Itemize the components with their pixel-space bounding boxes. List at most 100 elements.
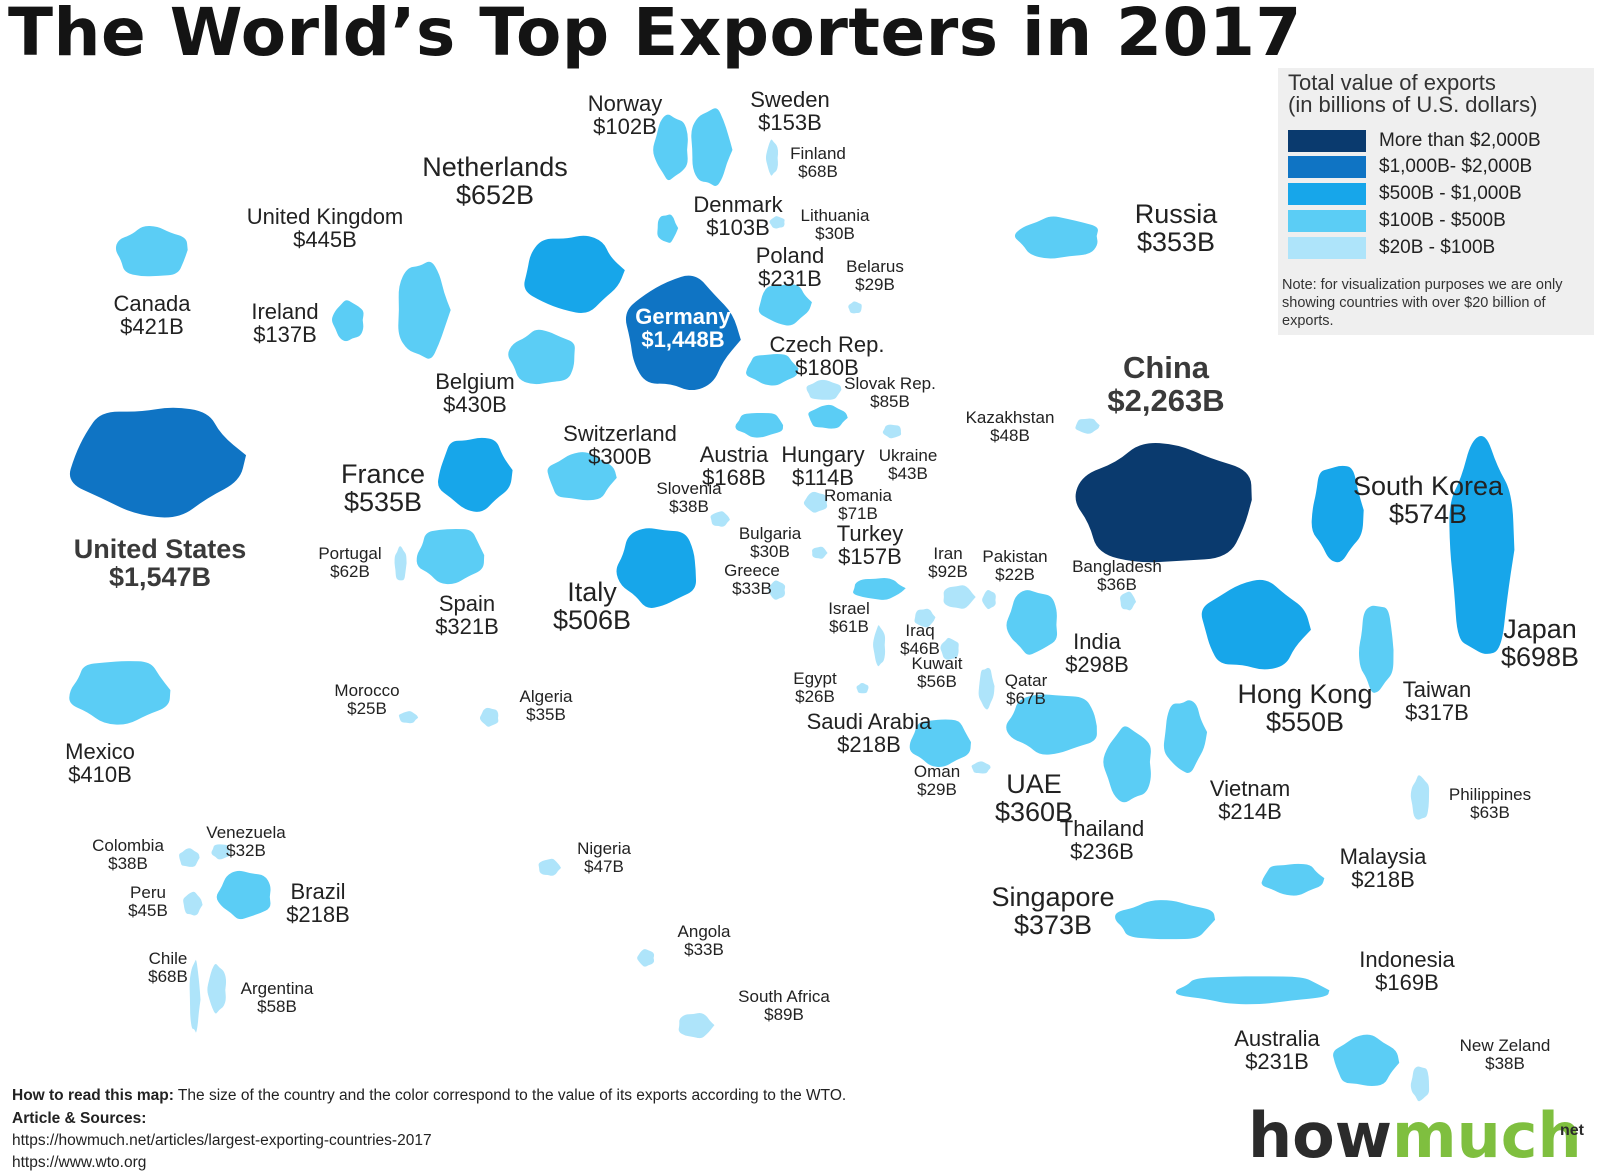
country-shape-china	[1074, 441, 1253, 564]
country-label-denmark: Denmark $103B	[693, 193, 782, 239]
source-link-article[interactable]: https://howmuch.net/articles/largest-exp…	[12, 1132, 432, 1149]
country-name: Chile	[148, 949, 188, 968]
country-shape-kazakhstan	[1074, 417, 1101, 435]
country-name: Germany	[635, 304, 731, 329]
country-label-japan: Japan $698B	[1501, 615, 1579, 672]
country-shape-nigeria	[537, 857, 563, 877]
country-name: Czech Rep.	[769, 332, 885, 357]
country-name: Vietnam	[1209, 776, 1291, 801]
country-shape-kuwait	[939, 636, 960, 661]
export-value: $67B	[1006, 688, 1046, 708]
legend-item-label: $20B - $100B	[1379, 237, 1496, 258]
source-link-wto[interactable]: https://www.wto.org	[12, 1154, 147, 1171]
country-label-switzerland: Switzerland $300B	[563, 422, 677, 468]
legend-item-label: $100B - $500B	[1379, 210, 1506, 231]
export-value: $33B	[684, 939, 724, 959]
country-label-nigeria: Nigeria $47B	[577, 840, 631, 876]
country-shape-iran	[942, 584, 978, 610]
export-value: $61B	[829, 616, 869, 636]
country-label-kazakhstan: Kazakhstan $48B	[966, 409, 1055, 445]
country-label-hong-kong: Hong Kong $550B	[1237, 680, 1372, 737]
country-name: Belgium	[435, 369, 515, 394]
country-shape-finland	[764, 138, 780, 177]
country-label-iran: Iran $92B	[928, 545, 968, 581]
country-name: UAE	[1006, 769, 1062, 799]
country-shape-argentina	[206, 963, 228, 1015]
export-value: $63B	[1470, 802, 1510, 822]
country-label-sweden: Sweden $153B	[750, 88, 830, 134]
country-name: India	[1073, 629, 1121, 654]
export-value: $168B	[702, 465, 766, 491]
export-value: $218B	[837, 732, 901, 758]
export-value: $321B	[435, 614, 499, 640]
export-value: $218B	[1351, 867, 1415, 893]
country-name: Ireland	[251, 299, 319, 324]
country-label-australia: Australia $231B	[1234, 1027, 1320, 1073]
country-shape-russia	[1013, 215, 1099, 260]
country-shape-japan	[1448, 435, 1516, 655]
country-shape-egypt	[855, 681, 870, 695]
country-name: Angola	[677, 922, 731, 941]
country-label-india: India $298B	[1065, 630, 1129, 676]
export-value: $698B	[1500, 642, 1580, 673]
export-value: $56B	[917, 671, 957, 691]
country-shape-iraq	[913, 607, 937, 629]
country-name: Poland	[755, 243, 825, 268]
export-value: $68B	[798, 161, 838, 181]
country-shape-chile	[188, 958, 202, 1034]
country-shape-bulgaria	[811, 545, 829, 560]
country-label-lithuania: Lithuania $30B	[800, 207, 869, 243]
legend-item: $100B - $500B	[1288, 210, 1506, 232]
country-label-south-korea: South Korea $574B	[1353, 472, 1503, 529]
country-name: Thailand	[1059, 816, 1145, 841]
export-value: $32B	[226, 840, 266, 860]
legend: Total value of exports (in billions of U…	[1278, 68, 1594, 335]
country-name: China	[1122, 350, 1210, 385]
legend-item-label: More than $2,000B	[1379, 130, 1541, 151]
country-name: Australia	[1234, 1026, 1320, 1051]
export-value: $58B	[257, 996, 297, 1016]
country-name: Japan	[1503, 614, 1577, 644]
country-shape-brazil	[215, 869, 272, 921]
country-name: United Kingdom	[246, 204, 404, 229]
country-label-greece: Greece $33B	[724, 562, 780, 598]
country-label-brazil: Brazil $218B	[286, 880, 350, 926]
country-shape-united-states	[68, 406, 248, 519]
how-to-read-note: How to read this map: The size of the co…	[12, 1087, 846, 1105]
country-name: Indonesia	[1359, 947, 1455, 972]
country-name: Portugal	[318, 544, 382, 563]
export-value: $652B	[455, 180, 535, 211]
country-label-pakistan: Pakistan $22B	[982, 548, 1047, 584]
export-value: $574B	[1388, 499, 1468, 530]
legend-title-line1: Total value of exports	[1288, 70, 1496, 95]
country-label-egypt: Egypt $26B	[793, 670, 836, 706]
country-name: Norway	[587, 91, 663, 116]
country-name: Taiwan	[1402, 677, 1472, 702]
country-shape-vietnam	[1162, 699, 1209, 774]
country-shape-hungary	[807, 403, 849, 430]
country-label-morocco: Morocco $25B	[334, 682, 399, 718]
export-value: $506B	[552, 605, 632, 636]
country-name: Oman	[913, 762, 961, 781]
export-value: $1,547B	[108, 562, 212, 593]
country-label-norway: Norway $102B	[588, 92, 663, 138]
export-value: $85B	[870, 391, 910, 411]
country-shape-lithuania	[768, 215, 786, 230]
country-name: Sweden	[750, 87, 830, 112]
country-shape-germany	[624, 274, 742, 392]
country-name: Canada	[113, 291, 191, 316]
country-name: Iraq	[905, 621, 935, 640]
export-value: $1,448B	[641, 327, 725, 353]
country-name: Argentina	[240, 979, 314, 998]
export-value: $231B	[1245, 1049, 1309, 1075]
export-value: $102B	[593, 114, 657, 140]
country-label-united-states: United States $1,547B	[74, 535, 247, 592]
export-value: $2,263B	[1107, 382, 1225, 418]
country-shape-algeria	[478, 706, 500, 728]
country-shape-poland	[757, 283, 814, 327]
country-label-saudi-arabia: Saudi Arabia $218B	[807, 710, 932, 756]
country-label-slovak-rep: Slovak Rep. $85B	[844, 375, 936, 411]
country-name: Belarus	[846, 257, 904, 276]
country-name: Brazil	[290, 879, 346, 904]
country-name: Nigeria	[577, 839, 631, 858]
